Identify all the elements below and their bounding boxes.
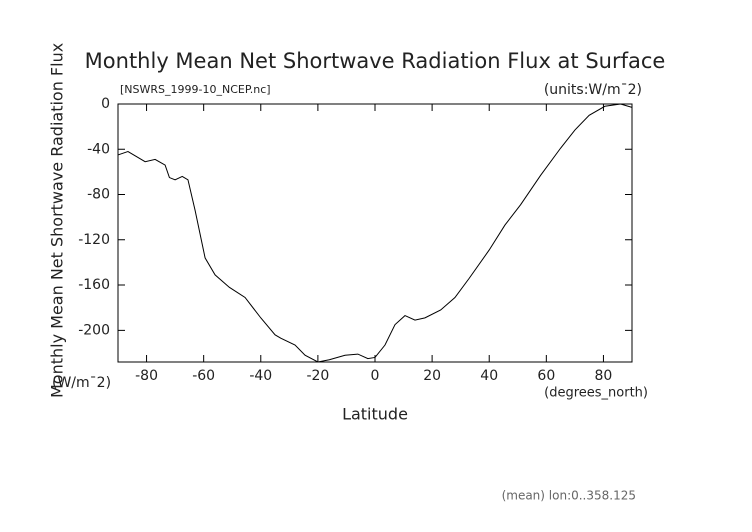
plot-frame	[117, 103, 633, 363]
data-line	[117, 103, 633, 363]
footnote: (mean) lon:0..358.125	[502, 489, 636, 503]
chart-title: Monthly Mean Net Shortwave Radiation Flu…	[85, 49, 666, 73]
x-tick-label: 0	[371, 368, 380, 384]
x-tick-label: 80	[595, 368, 613, 384]
y-tick-label: -40	[87, 141, 110, 157]
y-axis-label: Monthly Mean Net Shortwave Radiation Flu…	[48, 43, 67, 398]
x-tick-label: -80	[135, 368, 158, 384]
x-axis-label: Latitude	[342, 405, 408, 424]
y-units: (W/m¯2)	[52, 375, 111, 391]
y-tick-label: -80	[87, 187, 110, 203]
x-units: (degrees_north)	[544, 386, 648, 401]
y-tick-label: -200	[78, 322, 110, 338]
x-tick-label: -60	[192, 368, 215, 384]
y-tick-label: -160	[78, 277, 110, 293]
x-tick-label: -20	[306, 368, 329, 384]
x-tick-label: 40	[480, 368, 498, 384]
x-tick-label: 60	[537, 368, 555, 384]
x-tick-label: -40	[249, 368, 272, 384]
y-tick-label: 0	[101, 96, 110, 112]
units-label: (units:W/m¯2)	[544, 82, 642, 98]
x-tick-label: 20	[423, 368, 441, 384]
subtitle: [NSWRS_1999-10_NCEP.nc]	[120, 83, 271, 96]
y-tick-label: -120	[78, 232, 110, 248]
